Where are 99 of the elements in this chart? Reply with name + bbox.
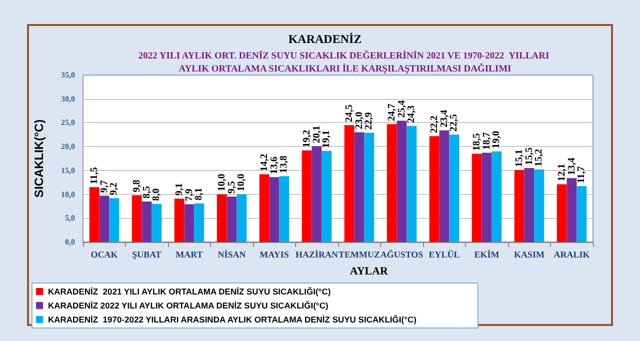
bar xyxy=(439,130,450,242)
x-tick-label: EYLÜL xyxy=(428,250,460,260)
data-label: 14,2 xyxy=(258,154,270,172)
data-label: 18,7 xyxy=(481,132,492,150)
y-tick-label: 30,0 xyxy=(61,94,75,104)
chart-subtitle: 2022 YILI AYLIK ORT. DENİZ SUYU SICAKLIK DEĞERLERİNİN 2021 VE 1970-2022 YILLARI AYLIK ORTALAMA SICAKLIKLARI İLE KARŞILAŞTIRILMASI DAĞILIMI xyxy=(138,50,552,74)
bar xyxy=(194,203,204,242)
bar xyxy=(152,204,162,242)
data-label: 22,9 xyxy=(364,112,375,130)
data-label: 25,4 xyxy=(396,100,408,118)
bar xyxy=(142,201,152,242)
data-label: 13,6 xyxy=(268,156,280,174)
x-tick-label: EKİM xyxy=(474,250,500,260)
data-label: 20,1 xyxy=(311,126,322,144)
bar xyxy=(279,176,290,242)
bar xyxy=(184,204,194,242)
y-tick-label: 20,0 xyxy=(61,142,75,152)
bar xyxy=(269,177,280,242)
bar xyxy=(406,126,417,242)
x-tick-label: MAYIS xyxy=(260,250,289,260)
bar xyxy=(302,150,312,242)
x-tick-label: ARALIK xyxy=(554,250,590,260)
x-axis-title: AYLAR xyxy=(350,266,390,278)
data-label: 23,0 xyxy=(354,112,365,130)
bar xyxy=(344,125,354,242)
bar xyxy=(364,132,374,242)
data-label: 9,8 xyxy=(131,180,142,192)
bar xyxy=(556,184,567,242)
chart-title: KARADENİZ xyxy=(288,32,362,46)
data-label: 19,2 xyxy=(301,130,312,148)
data-label: 8,5 xyxy=(141,186,152,198)
y-tick-label: 10,0 xyxy=(61,190,75,199)
data-label: 15,2 xyxy=(534,148,545,166)
data-label: 9,5 xyxy=(226,181,238,194)
x-tick-label: TEMMUZ xyxy=(338,250,380,260)
bar xyxy=(322,150,332,242)
y-tick-label: 15,0 xyxy=(61,166,75,175)
x-tick-label: MART xyxy=(176,250,203,260)
data-label: 8,1 xyxy=(194,188,205,200)
data-label: 11,5 xyxy=(88,167,100,184)
y-tick-label: 35,0 xyxy=(61,70,75,80)
bar xyxy=(386,124,397,242)
bar xyxy=(396,120,407,242)
x-tick-label: OCAK xyxy=(90,250,118,260)
data-label: 15,5 xyxy=(524,148,535,166)
data-label: 9,1 xyxy=(174,183,185,196)
y-tick-label: 5,0 xyxy=(65,214,75,223)
data-label: 13,4 xyxy=(566,158,578,176)
bar xyxy=(566,178,577,242)
bar xyxy=(236,194,247,242)
bar xyxy=(524,168,534,242)
data-label: 24,7 xyxy=(386,104,398,122)
bar xyxy=(89,187,100,242)
x-tick-label: KASIM xyxy=(514,250,545,260)
data-label: 18,5 xyxy=(471,133,482,151)
bar xyxy=(576,186,587,242)
data-label: 19,1 xyxy=(321,130,332,148)
x-tick-label: HAZİRAN xyxy=(295,250,338,260)
bar xyxy=(174,198,184,242)
bar xyxy=(109,198,120,242)
bar xyxy=(216,194,227,242)
bar xyxy=(226,196,237,242)
bar xyxy=(514,170,524,242)
data-label: 8,0 xyxy=(151,188,162,201)
data-label: 13,8 xyxy=(278,156,290,174)
bar xyxy=(132,195,142,242)
bar xyxy=(99,196,110,242)
x-tick-label: NİSAN xyxy=(218,250,246,260)
data-label: 23,4 xyxy=(438,110,450,128)
legend-label: KARADENİZ 1970-2022 YILLARI ARASINDA AYLIK ORTALAMA DENİZ SUYU SICAKLIĞI(°C) xyxy=(48,314,417,324)
y-tick-label: 25,0 xyxy=(61,118,75,128)
bar xyxy=(429,136,440,242)
data-label: 22,5 xyxy=(448,114,460,132)
bar xyxy=(449,134,460,242)
data-label: 11,7 xyxy=(576,166,588,184)
data-label: 7,9 xyxy=(184,188,195,202)
y-tick-label: 0,0 xyxy=(65,238,75,246)
bar xyxy=(354,132,364,242)
data-label: 19,0 xyxy=(491,130,502,148)
bar xyxy=(312,146,322,242)
bar xyxy=(534,169,544,242)
data-label: 22,2 xyxy=(428,116,440,134)
data-label: 10,0 xyxy=(236,174,248,192)
data-label: 24,3 xyxy=(406,106,418,124)
data-label: 9,7 xyxy=(98,180,110,193)
y-axis-title: SICAKLIK(°C) xyxy=(32,119,46,198)
data-label: 24,5 xyxy=(344,104,355,122)
x-tick-label: AĞUSTOS xyxy=(380,250,424,260)
bar xyxy=(259,174,270,242)
bar xyxy=(472,154,482,242)
legend-label: KARADENİZ 2022 YILI AYLIK ORTALAMA DENİZ SUYU SICAKLIĞI(°C) xyxy=(48,300,328,310)
data-label: 10,0 xyxy=(216,174,228,192)
legend-label: KARADENİZ 2021 YILI AYLIK ORTALAMA DENİZ SUYU SICAKLIĞI(°C) xyxy=(48,286,331,296)
data-label: 15,1 xyxy=(514,149,525,167)
bar xyxy=(482,152,492,242)
data-label: 12,1 xyxy=(556,164,568,182)
data-label: 9,2 xyxy=(108,182,120,196)
x-tick-label: ŞUBAT xyxy=(132,250,162,260)
bar xyxy=(492,151,502,242)
